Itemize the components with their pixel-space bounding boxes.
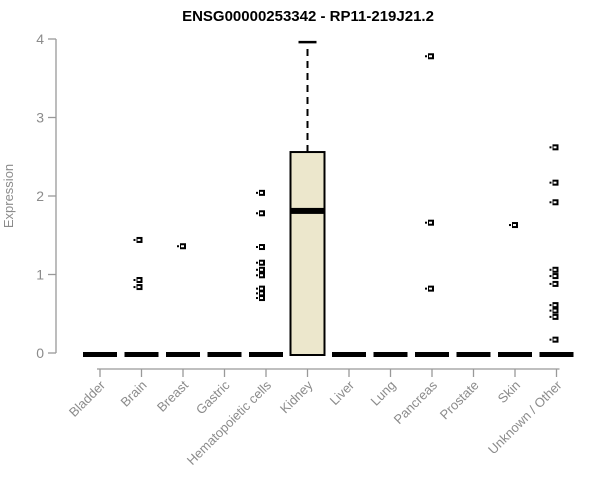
outlier-point-center — [429, 55, 432, 58]
outlier-point-center — [260, 212, 263, 215]
outlier-point-tick — [425, 55, 427, 58]
y-axis-label: Expression — [1, 164, 16, 228]
flat-box-hematopoietic-cells — [249, 352, 283, 357]
outlier-point-center — [553, 181, 557, 184]
flat-box-lung — [373, 352, 408, 357]
box-kidney — [289, 151, 326, 356]
y-axis-tick-label: 2 — [36, 188, 44, 204]
outlier-point-tick — [133, 238, 136, 241]
flat-box-gastric — [207, 352, 242, 357]
outlier-point-center — [553, 309, 557, 312]
outlier-point-center — [553, 146, 557, 149]
outlier-point-center — [260, 292, 263, 295]
outlier-point-tick — [133, 286, 136, 289]
outlier-point-center — [553, 304, 557, 307]
outlier-point-tick — [256, 246, 258, 249]
outlier-point-tick — [256, 297, 258, 300]
median-line — [290, 207, 325, 214]
outlier-point-tick — [549, 275, 552, 278]
chart-title: ENSG00000253342 - RP11-219J21.2 — [182, 8, 434, 25]
y-axis-tick-label: 1 — [36, 267, 44, 283]
x-axis-category-label: Liver — [327, 377, 358, 408]
outlier-point-tick — [425, 287, 427, 290]
flat-box-brain — [124, 352, 159, 357]
x-axis-category-label: Gastric — [193, 377, 233, 417]
outlier-point-tick — [177, 245, 179, 248]
y-axis-tick-label: 4 — [36, 31, 44, 47]
outlier-point-tick — [549, 338, 552, 341]
x-axis-category-label: Unknown / Other — [485, 377, 565, 457]
outlier-point-center — [553, 338, 557, 341]
outlier-point-center — [181, 245, 184, 248]
x-axis-category-label: Lung — [368, 378, 399, 409]
outlier-point-center — [137, 278, 141, 281]
outlier-point-tick — [549, 304, 552, 307]
outlier-point-center — [260, 261, 263, 264]
outlier-point-center — [260, 246, 263, 249]
outlier-point-center — [429, 287, 432, 290]
x-axis-category-label: Pancreas — [391, 377, 441, 427]
outlier-point-tick — [549, 315, 552, 318]
flat-box-pancreas — [415, 352, 449, 357]
outlier-point-center — [553, 201, 557, 204]
outlier-point-center — [260, 297, 263, 300]
outlier-point-tick — [256, 292, 258, 295]
outlier-point-center — [260, 268, 263, 271]
outlier-point-center — [553, 315, 557, 318]
outlier-point-center — [553, 275, 557, 278]
outlier-point-center — [553, 282, 557, 285]
outlier-point-center — [137, 238, 141, 241]
x-axis-category-label: Kidney — [277, 377, 316, 416]
flat-box-breast — [166, 352, 200, 357]
outlier-point-tick — [133, 278, 136, 281]
outlier-point-tick — [256, 261, 258, 264]
x-axis-category-label: Prostate — [437, 378, 482, 423]
outlier-point-tick — [256, 287, 258, 290]
flat-box-prostate — [456, 352, 491, 357]
outlier-point-tick — [549, 309, 552, 312]
flat-box-bladder — [83, 352, 117, 357]
x-axis-category-label: Skin — [495, 378, 523, 406]
outlier-point-tick — [549, 282, 552, 285]
outlier-point-center — [260, 274, 263, 277]
outlier-point-tick — [425, 221, 427, 224]
outlier-point-center — [513, 224, 516, 227]
outlier-point-tick — [549, 268, 552, 271]
outlier-point-tick — [549, 146, 552, 149]
outlier-point-center — [137, 286, 141, 289]
outlier-point-tick — [256, 212, 258, 215]
flat-box-unknown-other — [539, 352, 574, 357]
x-axis-category-label: Brain — [118, 378, 150, 410]
flat-box-liver — [332, 352, 366, 357]
outlier-point-tick — [256, 191, 258, 194]
outlier-point-tick — [256, 274, 258, 277]
y-axis-tick-label: 3 — [36, 110, 44, 126]
x-axis-category-label: Bladder — [66, 377, 109, 420]
outlier-point-center — [553, 268, 557, 271]
outlier-point-center — [260, 287, 263, 290]
outlier-point-tick — [549, 181, 552, 184]
outlier-point-tick — [256, 268, 258, 271]
outlier-point-center — [260, 191, 263, 194]
outlier-point-tick — [509, 224, 511, 227]
outlier-point-center — [429, 221, 432, 224]
y-axis-tick-label: 0 — [36, 345, 44, 361]
outlier-point-tick — [549, 201, 552, 204]
flat-box-skin — [498, 352, 532, 357]
x-axis-category-label: Breast — [154, 377, 191, 414]
